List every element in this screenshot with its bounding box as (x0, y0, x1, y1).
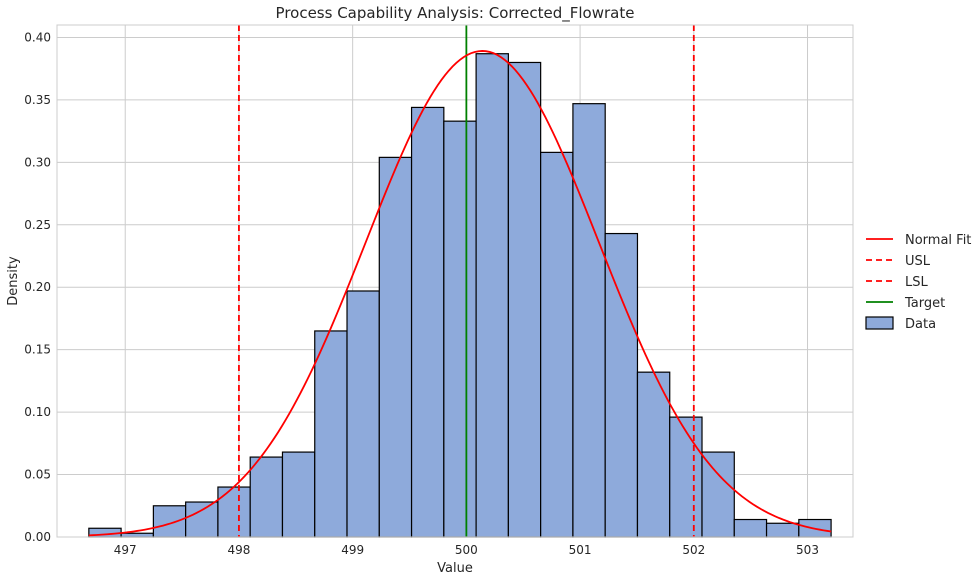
x-axis-label: Value (437, 561, 473, 576)
histogram-bar (249, 456, 284, 538)
legend: Normal Fit USL LSL Target Data (865, 233, 971, 332)
legend-label: USL (905, 254, 931, 269)
legend-item-normal-fit: Normal Fit (866, 233, 971, 248)
histogram-bar (733, 518, 768, 538)
histogram-bar (217, 486, 251, 538)
y-tick-label: 0.35 (24, 93, 51, 107)
y-tick-label: 0.10 (24, 405, 51, 419)
y-tick-label: 0.25 (24, 218, 51, 232)
y-tick-label: 0.40 (24, 30, 51, 44)
legend-label: LSL (905, 275, 928, 290)
x-tick-label: 501 (569, 543, 592, 557)
x-tick-label: 500 (455, 543, 478, 557)
legend-label: Normal Fit (905, 233, 971, 248)
y-tick-label: 0.15 (24, 343, 51, 357)
legend-label: Data (905, 317, 936, 332)
x-tick-label: 499 (341, 543, 364, 557)
x-tick-label: 502 (682, 543, 705, 557)
legend-item-usl: USL (866, 254, 931, 269)
y-tick-labels: 0.00 0.05 0.10 0.15 0.20 0.25 0.30 0.35 0.40 (24, 30, 51, 544)
legend-swatch (865, 316, 894, 330)
y-tick-label: 0.00 (24, 530, 51, 544)
x-tick-label: 497 (114, 543, 137, 557)
x-tick-label: 498 (227, 543, 250, 557)
histogram-bar (475, 53, 509, 538)
histogram-bar (540, 151, 574, 538)
spec-lines (238, 25, 695, 537)
histogram-bar (281, 451, 316, 538)
histogram-bar (701, 451, 735, 538)
histogram-bar (765, 522, 800, 538)
histogram-bar (572, 103, 606, 538)
histogram-bar (604, 232, 639, 538)
histogram-bar (669, 416, 703, 538)
x-tick-labels: 497 498 499 500 501 502 503 (114, 543, 819, 557)
histogram-bars (88, 53, 832, 538)
legend-item-target: Target (866, 296, 945, 311)
legend-label: Target (904, 296, 945, 311)
histogram-bar (314, 330, 348, 538)
y-tick-label: 0.30 (24, 155, 51, 169)
plot-frame (56, 24, 854, 538)
x-tick-label: 503 (796, 543, 819, 557)
histogram-bar (443, 120, 477, 538)
histogram-bar (152, 505, 187, 538)
legend-item-lsl: LSL (866, 275, 928, 290)
histogram-bar (636, 371, 671, 538)
histogram-bar (120, 532, 154, 538)
histogram-bar (346, 290, 380, 538)
chart-title: Process Capability Analysis: Corrected_F… (276, 4, 635, 23)
histogram-bar (378, 156, 413, 538)
y-tick-label: 0.20 (24, 280, 51, 294)
histogram-bar (410, 106, 445, 538)
y-tick-label: 0.05 (24, 468, 51, 482)
normal-fit-curve (88, 50, 832, 537)
legend-item-data: Data (865, 316, 936, 332)
y-axis-label: Density (6, 256, 21, 306)
histogram-bar (185, 501, 219, 538)
histogram-bar (507, 61, 542, 538)
